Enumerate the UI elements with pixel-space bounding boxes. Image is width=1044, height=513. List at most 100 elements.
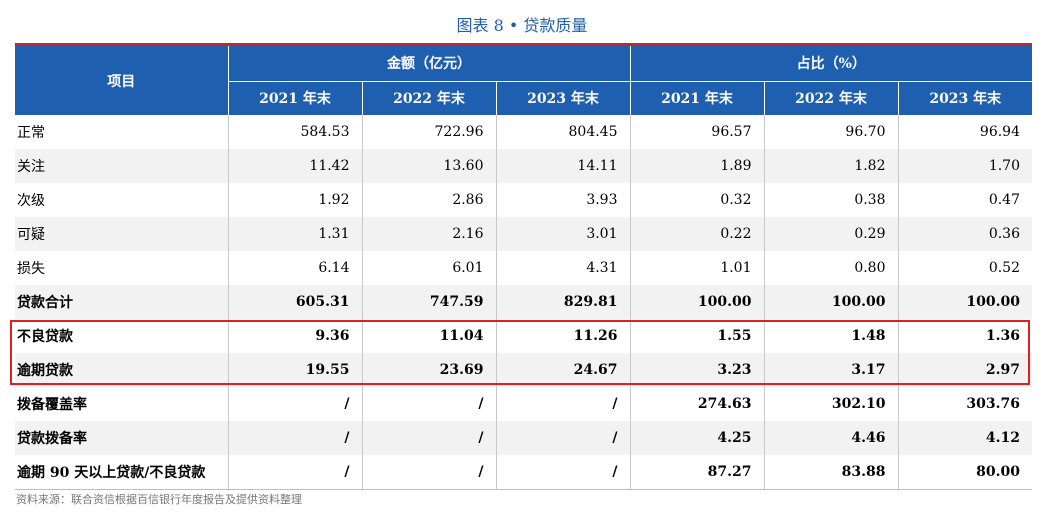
cell-value: 19.55 (228, 353, 363, 387)
cell-value: 747.59 (362, 285, 497, 319)
cell-value: 6.14 (228, 251, 363, 285)
header-year: 2022 年末 (362, 81, 497, 115)
row-label: 贷款合计 (15, 285, 229, 319)
cell-value: 0.47 (988, 192, 1020, 208)
cell-value: 804.45 (496, 115, 631, 149)
cell-value: 96.70 (764, 115, 899, 149)
cell-value: 0.36 (898, 217, 1032, 251)
cell-value: 4.12 (898, 421, 1032, 455)
cell-value: 0.29 (764, 217, 899, 251)
row-label: 逾期贷款 (15, 353, 229, 387)
cell-value: 1.36 (985, 328, 1020, 344)
row-label: 逾期 90 天以上贷款/不良贷款 (15, 455, 229, 490)
cell-value: 3.17 (764, 353, 899, 387)
row-label: 正常 (15, 115, 229, 149)
row-label: 可疑 (15, 217, 229, 251)
cell-value: 0.32 (630, 183, 765, 217)
cell-value: 605.31 (228, 285, 363, 319)
cell-value: 2.16 (362, 217, 497, 251)
cell-value: 3.93 (496, 183, 631, 217)
cell-value: 14.11 (496, 149, 631, 183)
cell-value: 80.00 (898, 455, 1032, 490)
cell-value: / (496, 387, 631, 421)
cell-value: 1.70 (898, 149, 1032, 183)
row-label: 损失 (15, 251, 229, 285)
cell-value: / (362, 421, 497, 455)
cell-value: 1.82 (764, 149, 899, 183)
cell-value: / (496, 421, 631, 455)
row-label: 不良贷款 (15, 319, 229, 353)
cell-value: 1.55 (630, 319, 765, 353)
table-row: 逾期 90 天以上贷款/不良贷款 / //87.27 83.88 80.00 (15, 455, 1032, 490)
cell-value: 1.48 (764, 319, 899, 353)
header-year: 2022 年末 (764, 81, 899, 115)
cell-value: 11.26 (496, 319, 631, 353)
table-row: 拨备覆盖率 / //274.63 302.10 303.76 (15, 387, 1032, 421)
header-year: 2023 年末 (496, 81, 631, 115)
cell-value: 1.89 (630, 149, 765, 183)
cell-value: / (496, 455, 631, 490)
cell-value: 0.38 (764, 183, 899, 217)
cell-value: 13.60 (362, 149, 497, 183)
header-item: 项目 (15, 46, 229, 115)
cell-value: 2.86 (362, 183, 497, 217)
table-row: 逾期贷款 19.55 23.69 24.67 3.23 3.17 2.97 (15, 353, 1032, 387)
cell-value: / (228, 387, 363, 421)
cell-value: 11.42 (228, 149, 363, 183)
cell-value: 4.31 (496, 251, 631, 285)
table-row: 可疑 1.31 2.16 3.01 0.22 0.29 0.36 (15, 217, 1032, 251)
table-row: 不良贷款 9.36 11.04 11.26 1.55 1.48 1.36 (15, 319, 1032, 353)
cell-value: 83.88 (764, 455, 899, 490)
header-group-amount: 金额（亿元） (228, 46, 631, 82)
cell-value: 584.53 (228, 115, 363, 149)
header-group-ratio: 占比（%） (630, 46, 1032, 82)
cell-value: / (228, 421, 363, 455)
cell-value: 1.01 (630, 251, 765, 285)
cell-value: 100.00 (764, 285, 899, 319)
source-note: 资料来源：联合资信根据百信银行年度报告及提供资料整理 (16, 493, 302, 506)
table-caption: 图表 8 • 贷款质量 (456, 16, 588, 35)
cell-value: 87.27 (630, 455, 765, 490)
cell-value: 0.80 (764, 251, 899, 285)
cell-value: 4.25 (630, 421, 765, 455)
cell-value: / (228, 455, 363, 490)
header-year: 2021 年末 (228, 81, 363, 115)
cell-value: 1.31 (228, 217, 363, 251)
table-row: 损失 6.14 6.01 4.31 1.01 0.80 0.52 (15, 251, 1032, 285)
table-row: 关注 11.42 13.60 14.11 1.89 1.82 1.70 (15, 149, 1032, 183)
cell-value: 100.00 (898, 285, 1032, 319)
cell-value: / (362, 387, 497, 421)
cell-value: 3.01 (496, 217, 631, 251)
cell-value: 6.01 (362, 251, 497, 285)
cell-value: 96.57 (630, 115, 765, 149)
row-label: 关注 (15, 149, 229, 183)
cell-value: 274.63 (630, 387, 765, 421)
cell-value: 1.92 (228, 183, 363, 217)
cell-value: 96.94 (979, 124, 1020, 140)
cell-value: 11.04 (362, 319, 497, 353)
cell-value: 2.97 (898, 353, 1032, 387)
cell-value: 722.96 (362, 115, 497, 149)
header-year: 2021 年末 (630, 81, 765, 115)
row-label: 次级 (15, 183, 229, 217)
cell-value: / (362, 455, 497, 490)
cell-value: 302.10 (764, 387, 899, 421)
table-row: 正常 584.53 722.96 804.45 96.57 96.70 96.94 (15, 115, 1032, 149)
header-top-rule (15, 43, 1032, 46)
header-year: 2023 年末 (898, 81, 1032, 115)
cell-value: 303.76 (966, 396, 1020, 412)
loan-quality-table: 项目 金额（亿元） 占比（%） 2021 年末 2022 年末 2023 年末 … (15, 43, 1032, 490)
row-label: 拨备覆盖率 (15, 387, 229, 421)
table-row: 次级 1.92 2.86 3.93 0.32 0.38 0.47 (15, 183, 1032, 217)
cell-value: 23.69 (362, 353, 497, 387)
cell-value: 100.00 (630, 285, 765, 319)
cell-value: 24.67 (496, 353, 631, 387)
table-row: 贷款合计 605.31 747.59 829.81 100.00 100.00 100.00 (15, 285, 1032, 319)
cell-value: 9.36 (228, 319, 363, 353)
cell-value: 0.22 (630, 217, 765, 251)
table-row: 贷款拨备率 / //4.25 4.46 4.12 (15, 421, 1032, 455)
row-label: 贷款拨备率 (15, 421, 229, 455)
cell-value: 829.81 (496, 285, 631, 319)
cell-value: 0.52 (988, 260, 1020, 276)
cell-value: 4.46 (764, 421, 899, 455)
